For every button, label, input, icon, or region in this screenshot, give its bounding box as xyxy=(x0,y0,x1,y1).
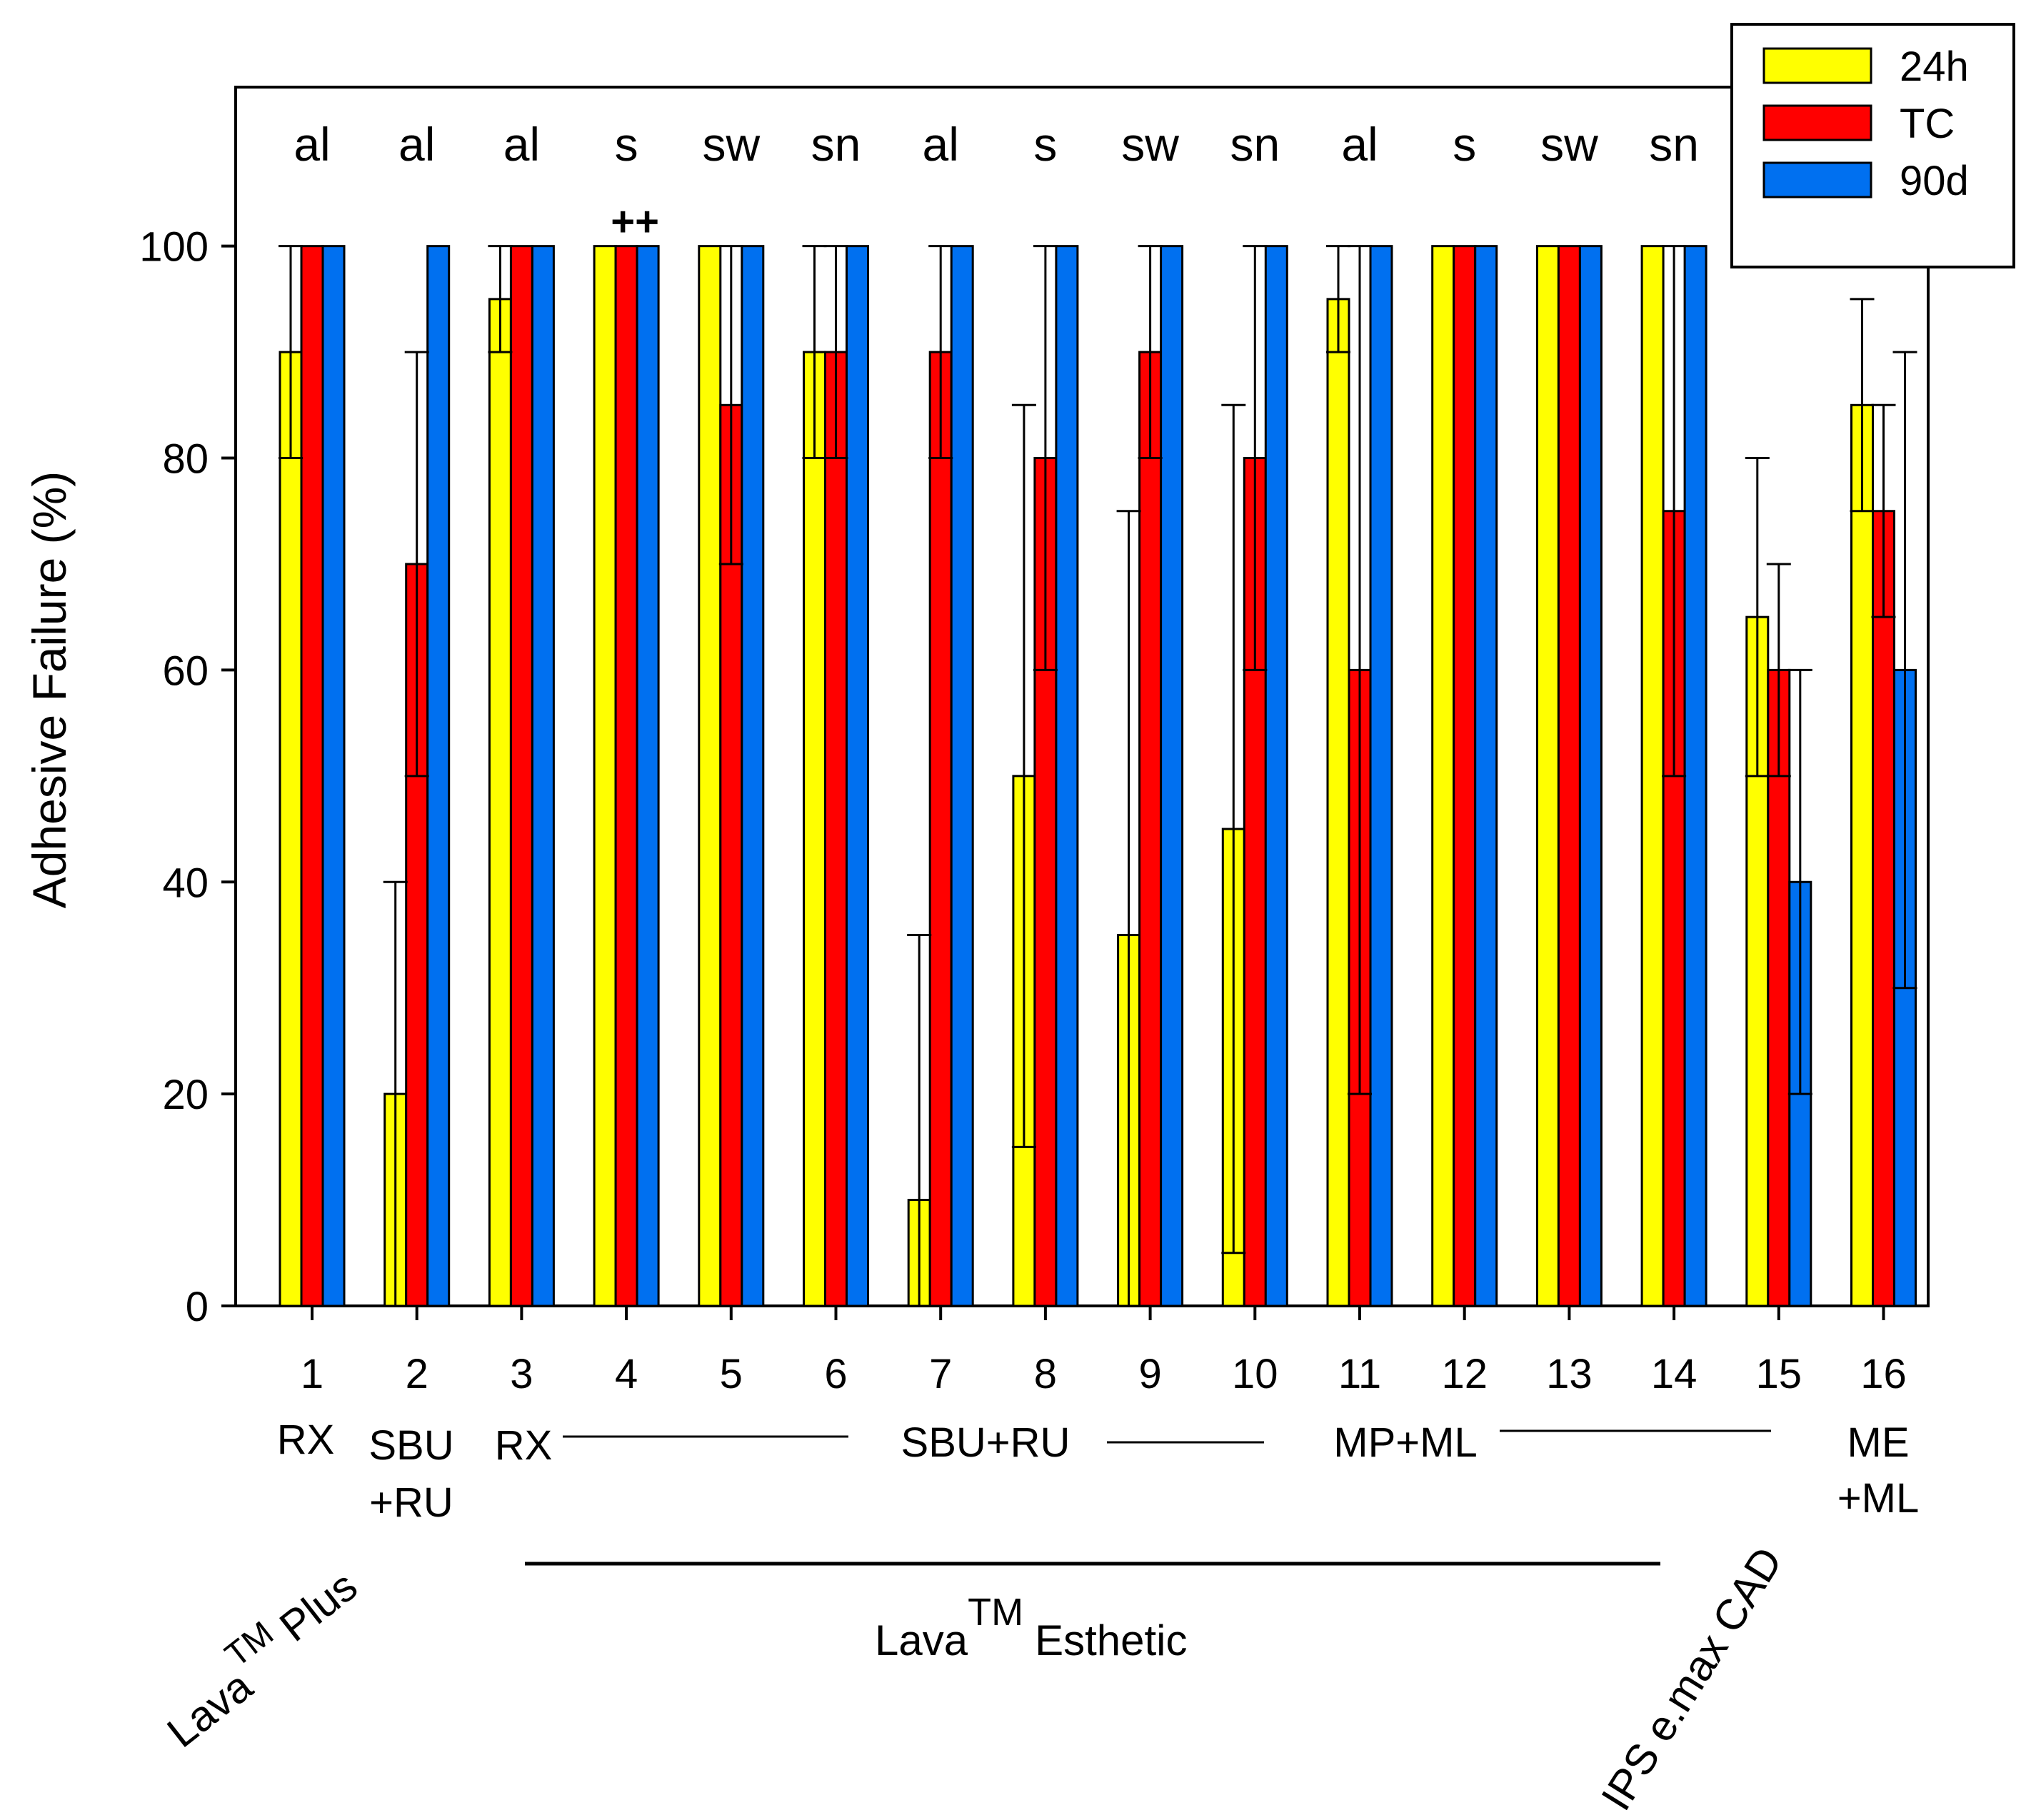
group-labels: RX SBU +RU RX SBU+RU MP+ML ME +ML xyxy=(277,1417,1920,1526)
top-label: al xyxy=(1341,118,1378,171)
bar-90d xyxy=(636,245,660,1307)
bar-24h xyxy=(488,298,512,1307)
x-tick-label: 10 xyxy=(1232,1351,1278,1397)
bar-24h xyxy=(593,245,617,1307)
bar-90d xyxy=(846,245,869,1307)
material-label-lava-esthetic: LavaTM Esthetic xyxy=(875,1591,1188,1664)
legend: 24h TC 90d xyxy=(1730,23,2015,268)
bar-TC xyxy=(1138,351,1163,1307)
x-tick-label: 13 xyxy=(1546,1351,1593,1397)
bar-90d xyxy=(1474,245,1498,1307)
x-tick-label: 7 xyxy=(929,1351,952,1397)
bars xyxy=(279,245,1917,1307)
bar-24h xyxy=(1640,245,1665,1307)
legend-label-TC: TC xyxy=(1900,101,1955,147)
y-axis: 0 20 40 60 80 100 xyxy=(139,224,236,1330)
bar-TC xyxy=(1872,510,1895,1307)
top-label: al xyxy=(398,118,435,171)
bar-24h xyxy=(1535,245,1560,1307)
y-axis-label: Adhesive Failure (%) xyxy=(23,471,76,909)
bar-TC xyxy=(300,245,324,1307)
x-tick-label: 3 xyxy=(510,1351,533,1397)
group-label-cat2-line1: SBU xyxy=(368,1422,453,1469)
material-lava-esthetic-main: Lava xyxy=(875,1617,968,1664)
x-tick-label: 9 xyxy=(1138,1351,1161,1397)
legend-swatch-TC xyxy=(1762,104,1872,141)
top-label: sw xyxy=(1121,118,1179,171)
x-tick-label: 15 xyxy=(1756,1351,1802,1397)
bar-90d xyxy=(426,245,451,1307)
x-tick-label: 6 xyxy=(824,1351,847,1397)
bar-24h xyxy=(1431,245,1455,1307)
group-label-cat2-line2: +RU xyxy=(369,1479,453,1526)
y-tick-label: 100 xyxy=(139,224,209,271)
bar-90d xyxy=(1160,245,1184,1307)
x-tick-label: 2 xyxy=(406,1351,428,1397)
legend-label-90d: 90d xyxy=(1900,158,1969,204)
legend-swatch-90d xyxy=(1762,161,1872,198)
top-label: sn xyxy=(811,118,861,171)
top-label: sw xyxy=(1540,118,1598,171)
top-label: al xyxy=(294,118,330,171)
x-tick-label: 4 xyxy=(615,1351,638,1397)
top-label: al xyxy=(923,118,959,171)
bar-TC xyxy=(509,245,533,1307)
top-label: sn xyxy=(1649,118,1699,171)
bar-90d xyxy=(1578,245,1603,1307)
significance-labels: al al al s sw sn al s sw sn al s sw sn++ xyxy=(294,118,1699,245)
y-tick-label: 20 xyxy=(162,1072,209,1118)
bar-TC xyxy=(928,351,953,1307)
top-label: sw xyxy=(702,118,760,171)
error-bars xyxy=(279,245,1917,1307)
bar-TC xyxy=(824,351,848,1307)
y-tick-label: 0 xyxy=(186,1284,209,1330)
group-label-cat11: MP+ML xyxy=(1333,1419,1477,1466)
y-tick-label: 60 xyxy=(162,648,209,694)
legend-swatch-24h xyxy=(1762,47,1872,84)
top-label: s xyxy=(1453,118,1476,171)
x-tick-label: 5 xyxy=(720,1351,743,1397)
bar-90d xyxy=(531,245,555,1307)
bar-TC xyxy=(1557,245,1581,1307)
bar-24h xyxy=(1326,298,1350,1307)
y-tick-label: 80 xyxy=(162,436,209,483)
material-lava-esthetic-sup: TM xyxy=(968,1591,1023,1634)
significance-marker: ++ xyxy=(611,198,659,245)
top-label: s xyxy=(615,118,638,171)
bar-24h xyxy=(803,351,826,1307)
bar-90d xyxy=(321,245,346,1307)
bar-90d xyxy=(950,245,974,1307)
group-label-cat16-line2: +ML xyxy=(1837,1475,1919,1522)
x-axis: 1 2 3 4 5 6 7 8 9 10 11 12 13 14 15 16 xyxy=(301,1306,1907,1397)
bar-90d xyxy=(1369,245,1393,1307)
group-label-cat3: RX xyxy=(495,1422,553,1469)
legend-label-24h: 24h xyxy=(1900,44,1969,90)
material-lava-esthetic-rest: Esthetic xyxy=(1035,1617,1187,1664)
bar-90d xyxy=(1264,245,1288,1307)
bar-90d xyxy=(1683,245,1707,1307)
bar-24h xyxy=(698,245,722,1307)
bar-24h xyxy=(279,351,303,1307)
x-tick-label: 16 xyxy=(1860,1351,1907,1397)
top-label: sn xyxy=(1230,118,1280,171)
bar-90d xyxy=(1055,245,1079,1307)
top-label: s xyxy=(1033,118,1057,171)
bar-24h xyxy=(1850,403,1874,1307)
plot-frame xyxy=(234,86,1930,1307)
bar-TC xyxy=(614,245,638,1307)
group-label-cat1: RX xyxy=(277,1417,335,1463)
x-tick-label: 14 xyxy=(1651,1351,1697,1397)
x-tick-label: 1 xyxy=(301,1351,324,1397)
group-label-cat7: SBU+RU xyxy=(901,1419,1070,1466)
group-label-cat16-line1: ME xyxy=(1847,1419,1910,1466)
x-tick-label: 12 xyxy=(1441,1351,1488,1397)
x-tick-label: 11 xyxy=(1338,1351,1381,1397)
x-tick-label: 8 xyxy=(1034,1351,1057,1397)
top-label: al xyxy=(503,118,540,171)
y-tick-label: 40 xyxy=(162,860,209,906)
bar-90d xyxy=(741,245,765,1307)
bar-TC xyxy=(1453,245,1477,1307)
